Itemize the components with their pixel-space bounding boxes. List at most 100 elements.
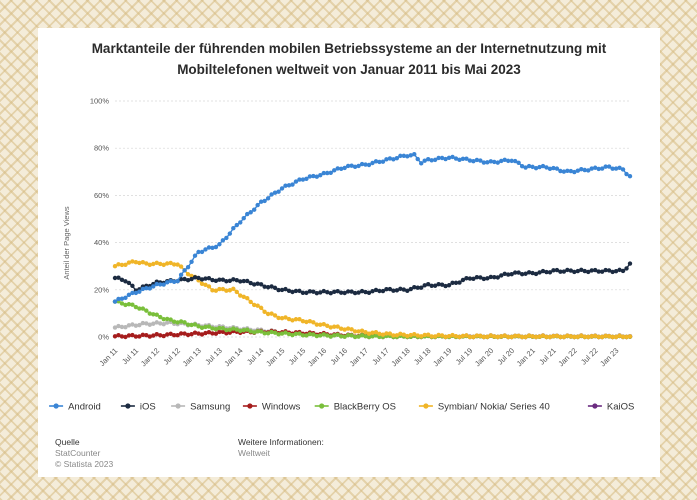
y-tick-label: 80% — [94, 144, 109, 153]
legend-label: KaiOS — [607, 402, 634, 413]
data-point — [526, 163, 532, 169]
data-point — [575, 168, 580, 173]
data-point — [586, 269, 591, 275]
data-point — [119, 277, 125, 283]
data-point — [474, 274, 480, 280]
data-point — [165, 332, 170, 337]
data-point — [258, 305, 264, 311]
data-point — [394, 288, 400, 293]
data-point — [175, 333, 180, 338]
data-point — [258, 329, 264, 334]
data-point — [537, 334, 542, 339]
data-point — [241, 215, 246, 221]
data-point — [255, 281, 260, 286]
data-point — [112, 264, 118, 269]
data-point — [366, 162, 372, 168]
data-point — [196, 249, 201, 255]
data-point — [425, 156, 431, 162]
data-point — [189, 322, 194, 328]
data-point — [325, 323, 330, 329]
data-point — [248, 280, 253, 286]
data-point — [154, 320, 159, 325]
data-point — [307, 331, 313, 337]
x-tick-label: Jan 15 — [264, 346, 286, 368]
data-point — [276, 332, 281, 337]
data-point — [269, 329, 274, 335]
data-point — [147, 286, 152, 291]
data-point — [189, 259, 194, 264]
data-point — [380, 288, 386, 294]
data-point — [575, 334, 580, 339]
data-point — [119, 296, 125, 301]
data-point — [373, 329, 379, 335]
data-point — [151, 321, 156, 326]
data-point — [537, 164, 542, 170]
data-point — [199, 249, 205, 255]
data-point — [363, 333, 368, 339]
data-point — [234, 277, 239, 283]
data-point — [603, 164, 608, 169]
data-point — [245, 278, 250, 284]
data-point — [203, 282, 208, 288]
data-point — [613, 334, 619, 340]
data-point — [544, 334, 549, 340]
data-point — [519, 271, 525, 277]
data-point — [332, 324, 337, 329]
data-point — [304, 333, 309, 338]
data-point — [279, 186, 285, 191]
data-point — [276, 287, 281, 293]
data-point — [251, 282, 257, 287]
data-point — [603, 333, 608, 339]
data-point — [116, 296, 121, 302]
legend-marker — [592, 403, 598, 409]
data-point — [189, 331, 194, 337]
data-point — [617, 333, 622, 338]
data-point — [422, 283, 427, 288]
data-point — [356, 329, 361, 334]
data-point — [165, 280, 170, 285]
data-point — [540, 333, 546, 338]
data-point — [231, 226, 236, 231]
data-point — [408, 153, 413, 158]
data-point — [572, 334, 577, 340]
data-point — [137, 289, 142, 294]
data-point — [182, 268, 187, 273]
source-block: Quelle StatCounter © Statista 2023 — [55, 437, 113, 470]
data-point — [599, 334, 605, 340]
data-point — [213, 278, 219, 284]
data-point — [116, 262, 121, 267]
data-point — [509, 158, 514, 164]
data-point — [171, 262, 177, 267]
data-point — [144, 333, 149, 338]
data-point — [568, 268, 574, 273]
data-point — [318, 290, 323, 295]
info-label: Weitere Informationen: — [238, 437, 324, 447]
data-point — [265, 311, 271, 317]
data-point — [217, 286, 222, 292]
data-point — [572, 169, 577, 175]
data-point — [300, 177, 306, 182]
data-point — [130, 332, 135, 338]
data-point — [123, 302, 128, 308]
data-point — [262, 309, 267, 315]
data-point — [171, 279, 177, 284]
legend-marker — [423, 403, 429, 409]
data-point — [206, 245, 212, 250]
data-point — [439, 282, 445, 287]
data-point — [251, 207, 257, 212]
data-point — [137, 260, 142, 266]
data-point — [325, 170, 330, 176]
data-point — [363, 329, 368, 335]
legend-marker — [319, 403, 325, 409]
data-point — [579, 166, 584, 172]
data-point — [154, 332, 159, 337]
x-tick-label: Jul 18 — [412, 346, 433, 367]
data-point — [258, 199, 264, 204]
y-tick-label: 40% — [94, 238, 109, 247]
data-point — [506, 272, 511, 277]
data-point — [133, 323, 139, 328]
data-point — [318, 333, 323, 338]
data-point — [453, 156, 459, 161]
data-point — [185, 272, 191, 277]
source-label: Quelle — [55, 437, 80, 447]
